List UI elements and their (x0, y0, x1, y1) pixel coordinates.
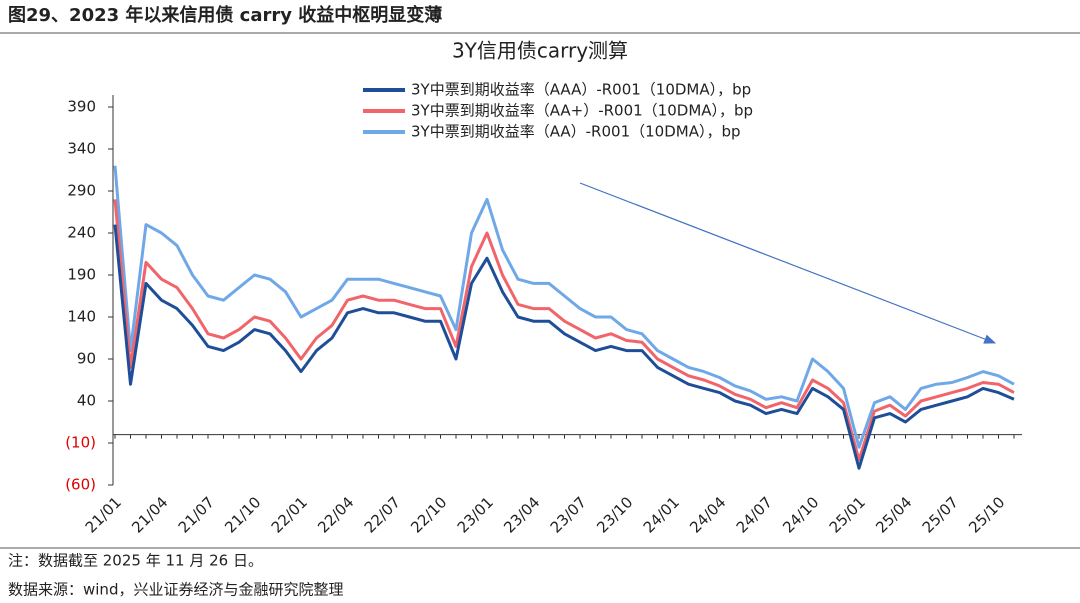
x-tick-label: 22/07 (361, 493, 404, 536)
x-tick-label: 24/01 (640, 493, 683, 536)
note: 注：数据截至 2025 年 11 月 26 日。 (8, 552, 263, 570)
figure-title: 图29、2023 年以来信用债 carry 收益中枢明显变薄 (8, 4, 442, 26)
legend-label: 3Y中票到期收益率（AA+）-R001（10DMA），bp (411, 102, 753, 120)
x-tick-label: 23/04 (500, 493, 543, 536)
legend-label: 3Y中票到期收益率（AAA）-R001（10DMA），bp (411, 81, 751, 99)
y-tick-label: 240 (67, 224, 96, 242)
x-tick-label: 25/07 (919, 493, 962, 536)
x-tick-label: 21/07 (175, 493, 218, 536)
y-tick-label: 290 (67, 182, 96, 200)
x-tick-label: 21/01 (82, 493, 125, 536)
y-tick-label: 390 (67, 98, 96, 116)
x-tick-label: 21/04 (128, 493, 171, 536)
series-line (113, 199, 1015, 462)
series-line (113, 224, 1015, 470)
x-tick-label: 23/10 (593, 493, 636, 536)
x-tick-label: 25/10 (965, 493, 1008, 536)
source: 数据来源：wind，兴业证券经济与金融研究院整理 (8, 581, 343, 599)
y-tick-label: 190 (67, 266, 96, 284)
x-tick-label: 24/10 (779, 493, 822, 536)
legend-label: 3Y中票到期收益率（AA）-R001（10DMA），bp (411, 123, 741, 141)
series-line (113, 165, 1015, 449)
x-tick-label: 25/04 (872, 493, 915, 536)
trend-arrow (579, 182, 997, 344)
y-tick-label: (10) (65, 434, 96, 452)
x-tick-label: 23/07 (547, 493, 590, 536)
x-tick-label: 21/10 (221, 493, 264, 536)
x-tick-label: 24/07 (733, 493, 776, 536)
y-tick-label: 340 (67, 140, 96, 158)
x-tick-label: 22/01 (268, 493, 311, 536)
y-tick-label: 40 (77, 392, 96, 410)
x-tick-label: 22/10 (407, 493, 450, 536)
y-tick-label: 90 (77, 350, 96, 368)
y-tick-label: 140 (67, 308, 96, 326)
chart-title: 3Y信用债carry测算 (452, 39, 628, 63)
x-tick-label: 23/01 (454, 493, 497, 536)
x-tick-label: 22/04 (314, 493, 357, 536)
x-tick-label: 24/04 (686, 493, 729, 536)
y-tick-label: (60) (65, 476, 96, 494)
x-tick-label: 25/01 (826, 493, 869, 536)
